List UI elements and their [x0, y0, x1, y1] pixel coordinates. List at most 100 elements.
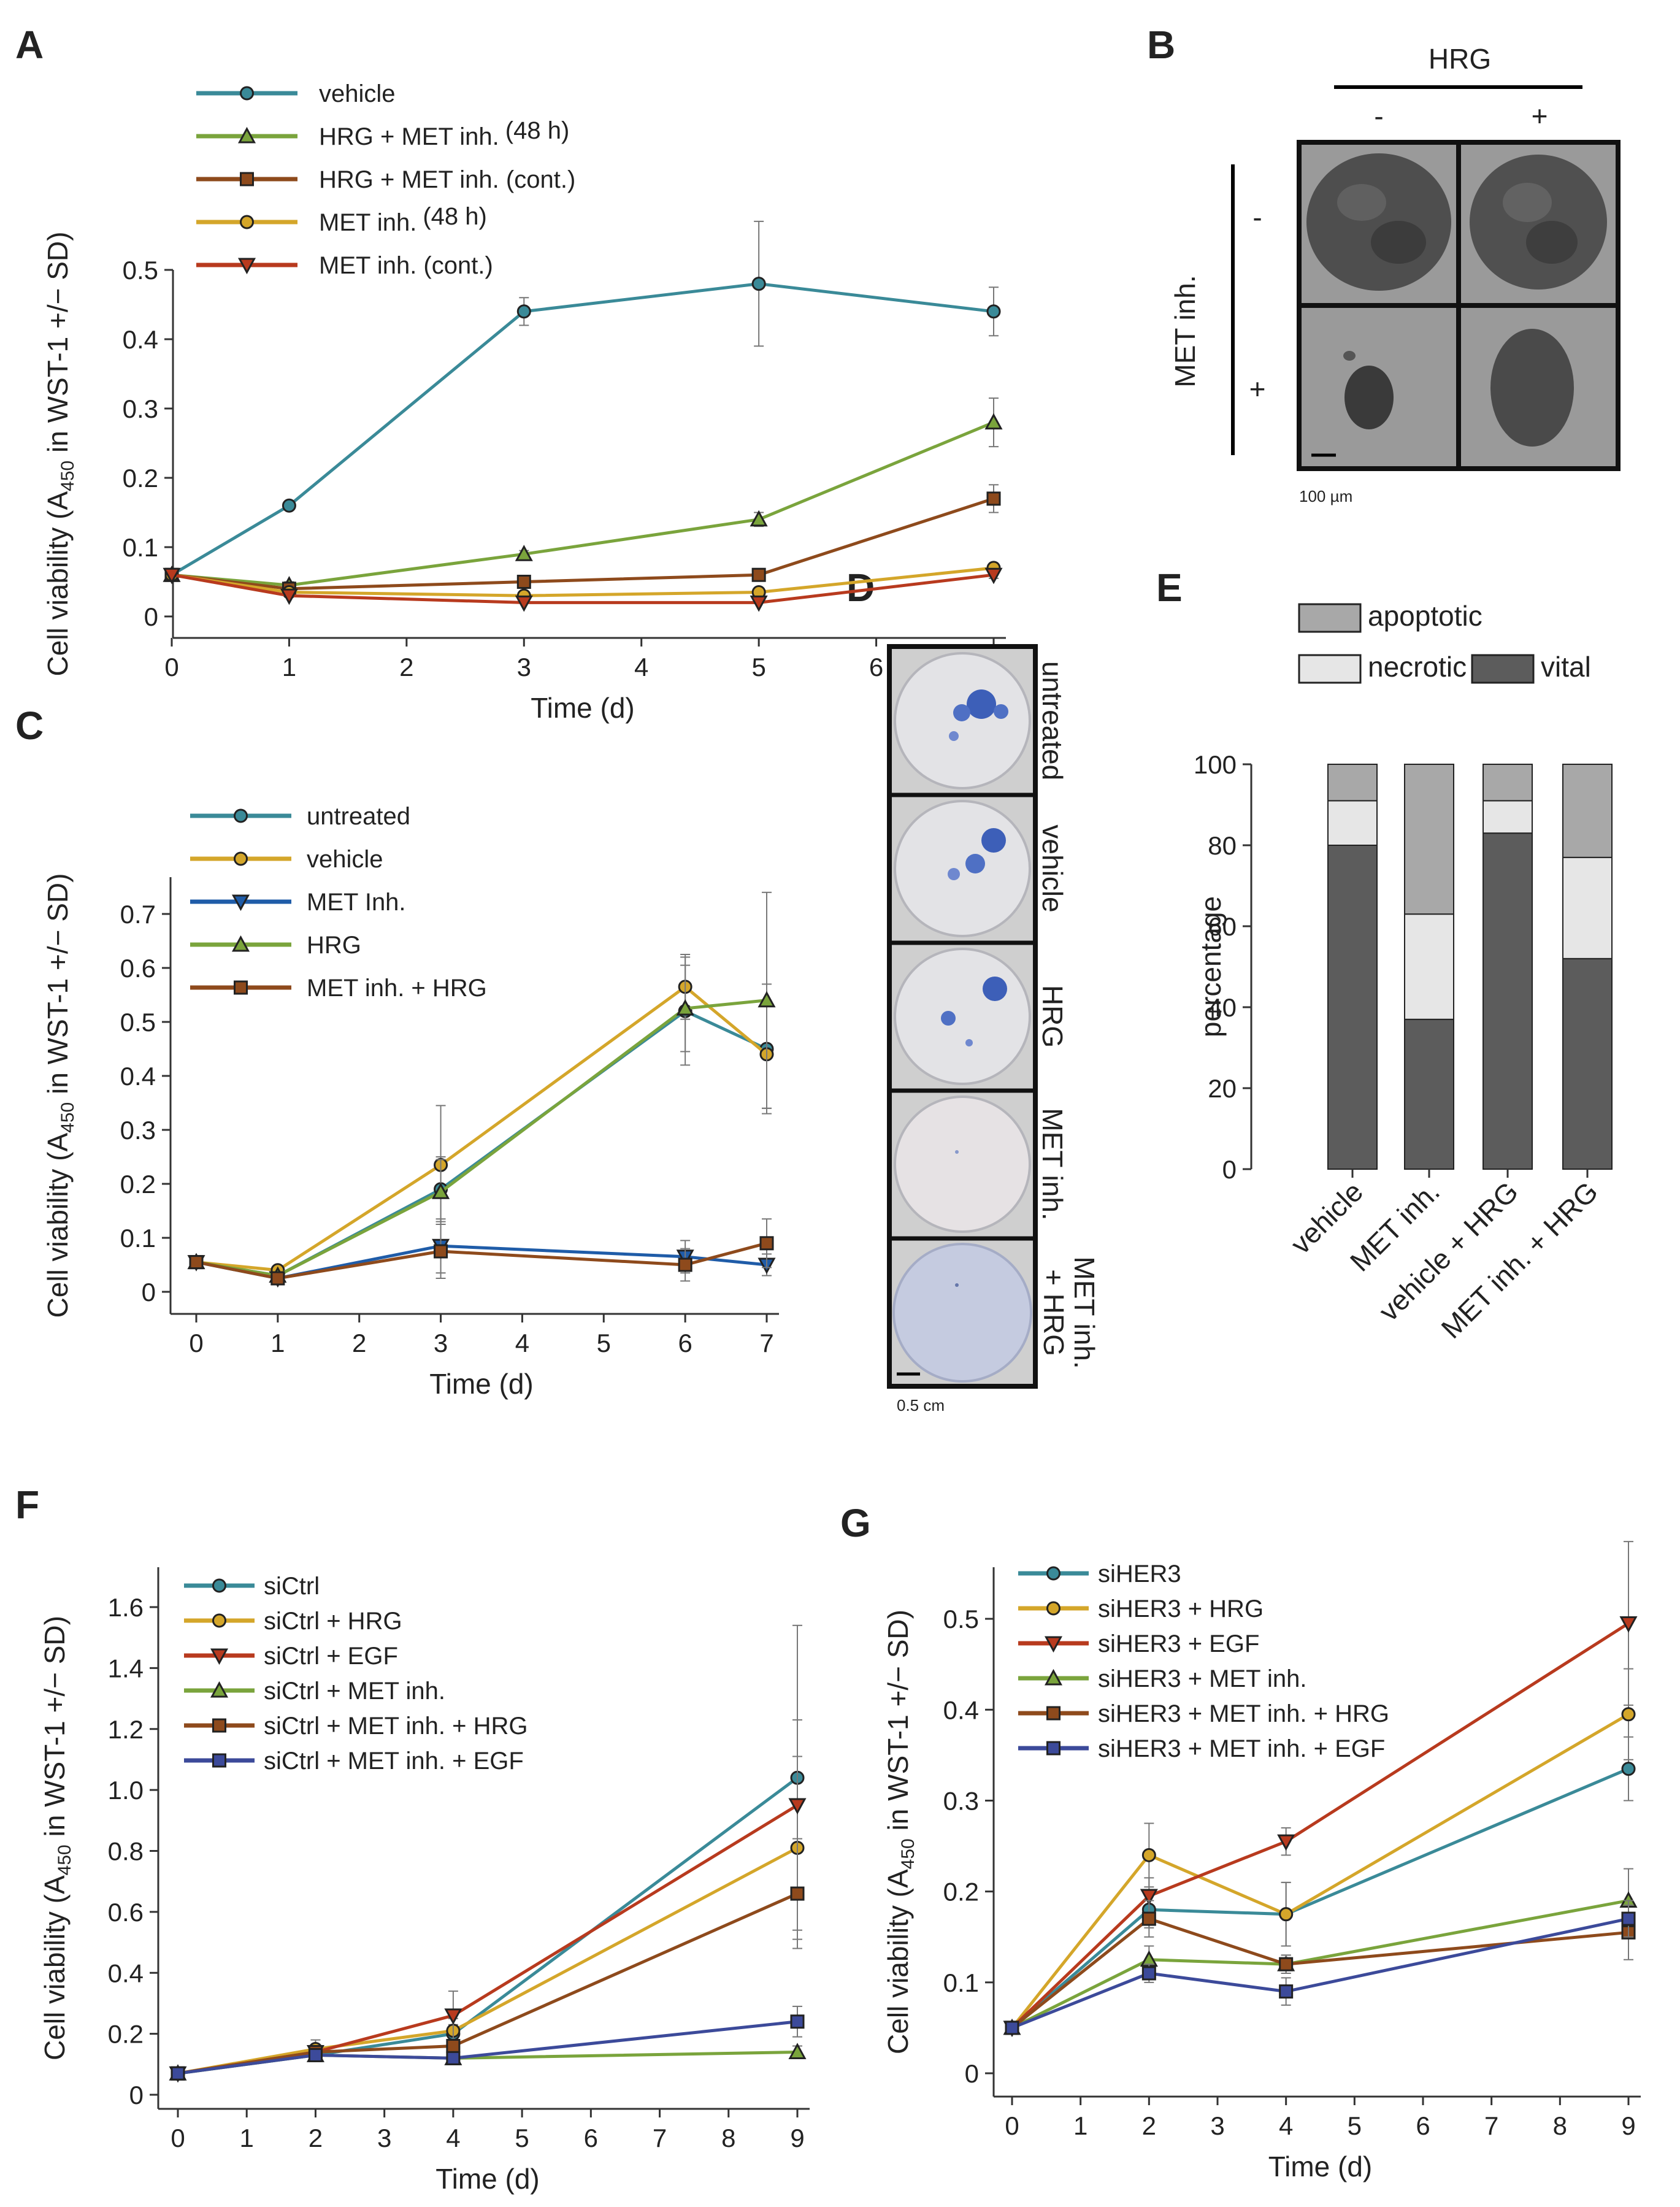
series-line [171, 282, 994, 577]
x-tick-label: 4 [1279, 2111, 1293, 2140]
data-point [189, 1255, 204, 1270]
well-vehicle [894, 800, 1031, 937]
x-tick-label: 8 [1553, 2111, 1567, 2140]
panel-b-scale-label: 100 µm [1299, 487, 1352, 505]
bar-segment [1482, 800, 1533, 834]
legend-marker [1046, 1601, 1061, 1616]
y-tick-label: 0.2 [120, 1170, 156, 1199]
x-tick-label: 0 [164, 653, 178, 681]
legend-marker [237, 258, 256, 275]
x-tick-label: 1 [240, 2124, 254, 2152]
bar-segment [1562, 764, 1613, 858]
panel-letter-d: D [846, 566, 875, 610]
data-point [984, 567, 1003, 585]
well-label-met-inh-2: MET inh. [1068, 1256, 1100, 1368]
bar-segment [1327, 845, 1378, 1170]
spheroid-met-inh-hrg [1490, 329, 1574, 447]
spheroid-hrg [1470, 155, 1607, 290]
series [171, 2005, 805, 2081]
legend-label: siHER3 + MET inh. [1098, 1665, 1307, 1692]
y-tick-label: 0.5 [943, 1605, 979, 1633]
y-tick-label: 1.4 [108, 1654, 144, 1683]
legend-marker [1046, 1566, 1061, 1581]
panel-letter-b: B [1147, 23, 1175, 67]
x-tick-label: 5 [597, 1329, 611, 1357]
data-point [1279, 1907, 1294, 1922]
x-tick-label: 1 [1073, 2111, 1087, 2140]
x-axis-label: Time (d) [429, 1368, 534, 1400]
legend-marker [1044, 1636, 1063, 1653]
data-point [516, 575, 531, 589]
panel-letter-a: A [15, 23, 44, 67]
panel-b-col-minus: - [1374, 100, 1383, 132]
x-tick-label: 1 [282, 653, 296, 681]
series-line [1011, 1713, 1630, 2029]
series [1005, 1900, 1636, 2035]
y-tick-label: 0.5 [120, 1008, 156, 1037]
series-line [196, 999, 767, 1278]
legend-marker [210, 1681, 229, 1698]
data-point [515, 545, 533, 561]
bar-segment [1327, 764, 1378, 802]
data-point [280, 588, 298, 605]
legend: siHER3 siHER3 + HRG siHER3 + EGF siHER3 + M… [1018, 1560, 1389, 1762]
x-tick-label: 5 [1348, 2111, 1362, 2140]
legend-marker [212, 1613, 226, 1628]
panel-b-row-title: MET inh. [1169, 275, 1201, 387]
chart-f: 0 1 2 3 4 5 6 7 8 9 0 0.2 0.4 0.6 0.8 1.0 1.2 1.4 1.6 Time … [39, 1567, 810, 2195]
spheroid-vehicle [1306, 153, 1451, 291]
data-point [434, 1244, 448, 1259]
legend-label: necrotic [1368, 651, 1467, 683]
data-point [758, 991, 776, 1008]
well-hrg [894, 948, 1031, 1085]
data-point [1279, 1984, 1294, 1999]
legend-label: siCtrl + MET inh. [264, 1678, 445, 1705]
bar-segment [1404, 1018, 1454, 1170]
legend-label: siHER3 + MET inh. + HRG [1098, 1700, 1389, 1727]
x-tick-label: 3 [1210, 2111, 1224, 2140]
data-point [1140, 1889, 1158, 1906]
data-point [308, 2048, 323, 2062]
y-tick-label: 0 [142, 1278, 156, 1307]
data-point [270, 1271, 285, 1286]
legend-label: MET inh. + HRG [307, 975, 487, 1002]
data-point [788, 1798, 807, 1815]
y-tick-label: 0 [144, 602, 158, 631]
y-tick-label: 80 [1208, 831, 1237, 860]
legend: untreated vehicle MET Inh. HRG MET inh. + HR… [190, 803, 487, 1002]
series [163, 397, 1003, 593]
x-tick-label: 9 [1621, 2111, 1635, 2140]
data-point [676, 999, 694, 1016]
y-tick-label: 0.3 [943, 1786, 979, 1815]
x-tick-label: 3 [517, 653, 531, 681]
x-tick-label: 4 [634, 653, 648, 681]
data-point [516, 304, 531, 319]
x-tick-label: 4 [515, 1329, 529, 1357]
legend-marker [212, 1718, 226, 1733]
data-point [751, 277, 766, 291]
legend-label: apoptotic [1368, 600, 1482, 632]
well-met-inh-hrg [892, 1243, 1032, 1383]
data-point [750, 510, 768, 527]
y-axis-label: Cell viability (A450 in WST-1 +/− SD) [882, 1610, 918, 2054]
data-point [788, 2043, 807, 2059]
panel-b-hrg-title: HRG [1429, 43, 1491, 75]
x-tick-label: 7 [653, 2124, 667, 2152]
x-tick-label: 4 [446, 2124, 460, 2152]
x-axis-label: Time (d) [435, 2163, 540, 2195]
legend-label: vehicle [307, 846, 383, 873]
panel-b: HRG - + MET inh. - + 100 µm [1169, 43, 1621, 505]
panel-d: 0.5 cm untreated vehicle HRG MET inh. ME… [887, 644, 1100, 1414]
data-point [171, 2066, 185, 2081]
data-point [1279, 1957, 1294, 1971]
panel-letter-e: E [1156, 566, 1183, 610]
y-tick-label: 40 [1208, 993, 1237, 1022]
series [1005, 1900, 1636, 2035]
legend-marker [210, 1648, 229, 1665]
x-tick-label: vehicle + HRG [1373, 1175, 1524, 1327]
legend-label: siCtrl + MET inh. + HRG [264, 1713, 527, 1740]
y-tick-label: 0.2 [108, 2020, 144, 2049]
legend-label: siCtrl + EGF [264, 1643, 398, 1670]
